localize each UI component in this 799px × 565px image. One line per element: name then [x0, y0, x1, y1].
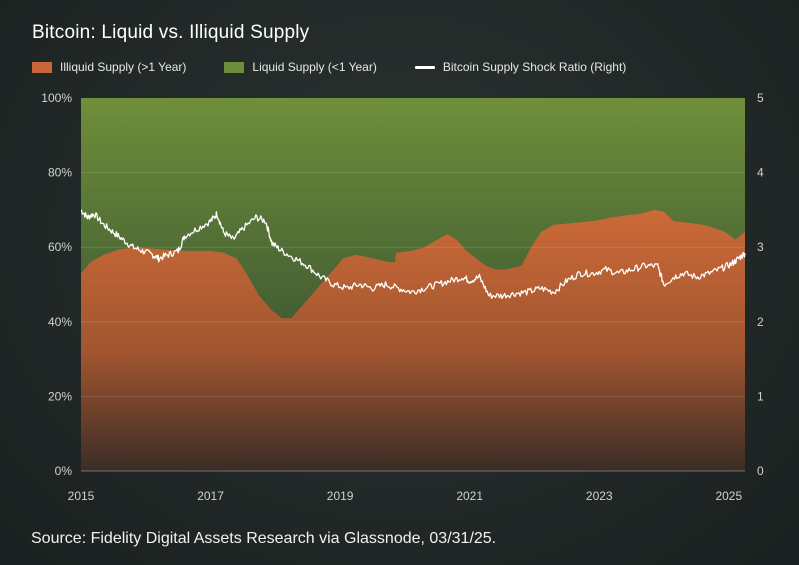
y-left-tick-label: 40%: [48, 315, 72, 329]
legend-swatch-liquid: [224, 61, 245, 73]
plot-area: 0% 20% 40% 60% 80% 100% 0 1 2 3 4 5 2015 2017 2019 2021…: [41, 91, 764, 503]
x-tick-label: 2025: [715, 489, 742, 503]
legend-label-liquid: Liquid Supply (<1 Year): [252, 60, 377, 74]
y-right-tick-label: 5: [757, 91, 764, 105]
y-left-tick-label: 0%: [55, 464, 73, 478]
source-note: Source: Fidelity Digital Assets Research…: [31, 530, 497, 547]
supply-shock-ratio-line: [80, 209, 746, 300]
x-tick-label: 2023: [586, 489, 613, 503]
y-left-tick-label: 100%: [41, 91, 72, 105]
x-tick-label: 2017: [197, 489, 224, 503]
x-tick-label: 2021: [456, 489, 483, 503]
y-right-tick-label: 4: [757, 166, 764, 180]
y-right-tick-label: 0: [757, 464, 764, 478]
legend-label-illiquid: Illiquid Supply (>1 Year): [60, 60, 187, 74]
y-right-tick-label: 1: [757, 389, 764, 403]
y-right-tick-label: 2: [757, 315, 764, 329]
y-left-tick-label: 20%: [48, 389, 72, 403]
legend: Illiquid Supply (>1 Year) Liquid Supply …: [32, 59, 664, 75]
legend-label-ratio: Bitcoin Supply Shock Ratio (Right): [442, 60, 627, 74]
legend-item-ratio: Bitcoin Supply Shock Ratio (Right): [414, 60, 627, 74]
x-tick-label: 2015: [68, 489, 95, 503]
legend-swatch-ratio: [414, 65, 435, 69]
illiquid-supply-area: [81, 209, 745, 471]
chart-title: Bitcoin: Liquid vs. Illiquid Supply: [32, 22, 310, 43]
y-left-tick-label: 80%: [48, 166, 72, 180]
legend-item-illiquid: Illiquid Supply (>1 Year): [32, 60, 186, 74]
y-left-tick-label: 60%: [48, 240, 72, 254]
legend-item-liquid: Liquid Supply (<1 Year): [224, 60, 377, 74]
y-right-tick-label: 3: [757, 240, 764, 254]
x-tick-label: 2019: [327, 489, 354, 503]
legend-swatch-illiquid: [32, 61, 52, 73]
